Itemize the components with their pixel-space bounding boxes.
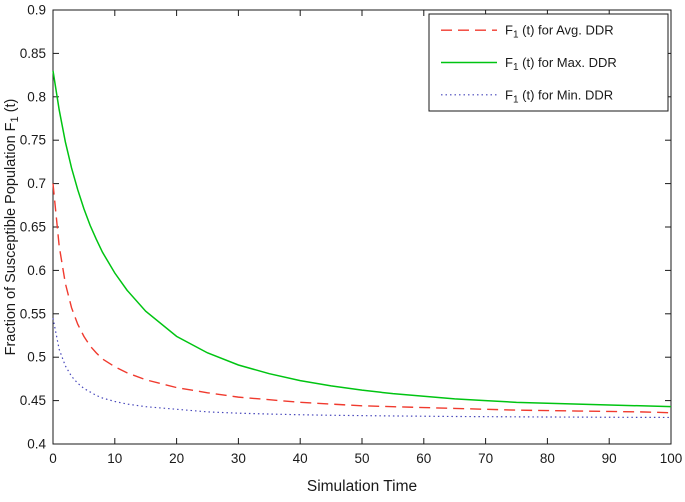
y-tick-label: 0.55 bbox=[20, 306, 46, 321]
label-suffix: (t) for Max. DDR bbox=[519, 55, 617, 70]
label-subscript: 1 bbox=[513, 94, 519, 105]
label-subscript: 1 bbox=[9, 116, 21, 122]
y-tick-label: 0.5 bbox=[27, 350, 46, 365]
y-tick-label: 0.4 bbox=[27, 437, 46, 452]
label-suffix: (t) for Min. DDR bbox=[519, 87, 614, 102]
x-tick-label: 30 bbox=[231, 451, 246, 466]
y-tick-label: 0.7 bbox=[27, 176, 46, 191]
legend-label-max-ddr: F1 (t) for Max. DDR bbox=[505, 55, 617, 73]
x-tick-label: 60 bbox=[416, 451, 431, 466]
label-prefix: F bbox=[505, 55, 513, 70]
y-tick-label: 0.8 bbox=[27, 89, 46, 104]
label-subscript: 1 bbox=[513, 62, 519, 73]
x-tick-label: 90 bbox=[602, 451, 617, 466]
series-line-avg-ddr bbox=[52, 183, 672, 414]
legend-label-avg-ddr: F1 (t) for Avg. DDR bbox=[505, 23, 614, 41]
y-axis-label: Fraction of Susceptible Population F1 (t… bbox=[3, 99, 21, 356]
x-tick-label: 10 bbox=[107, 451, 122, 466]
y-tick-label: 0.9 bbox=[27, 3, 46, 18]
label-suffix: (t) bbox=[3, 99, 19, 117]
x-tick-label: 40 bbox=[293, 451, 308, 466]
x-tick-label: 20 bbox=[169, 451, 184, 466]
y-tick-label: 0.45 bbox=[20, 393, 46, 408]
x-axis-label: Simulation Time bbox=[307, 478, 417, 495]
x-tick-label: 80 bbox=[540, 451, 555, 466]
x-tick-label: 100 bbox=[660, 451, 683, 466]
label-prefix: F bbox=[505, 87, 513, 102]
label-prefix: Fraction of Susceptible Population F bbox=[3, 122, 19, 355]
label-subscript: 1 bbox=[513, 30, 519, 41]
x-tick-label: 50 bbox=[354, 451, 369, 466]
x-tick-label: 0 bbox=[49, 451, 57, 466]
y-tick-label: 0.75 bbox=[20, 133, 46, 148]
y-tick-label: 0.85 bbox=[20, 46, 46, 61]
y-tick-label: 0.6 bbox=[27, 263, 46, 278]
series-line-max-ddr bbox=[52, 70, 672, 408]
x-tick-label: 70 bbox=[478, 451, 493, 466]
y-tick-label: 0.65 bbox=[20, 220, 46, 235]
label-suffix: (t) for Avg. DDR bbox=[519, 23, 614, 38]
legend-label-min-ddr: F1 (t) for Min. DDR bbox=[505, 87, 613, 105]
label-prefix: F bbox=[505, 23, 513, 38]
